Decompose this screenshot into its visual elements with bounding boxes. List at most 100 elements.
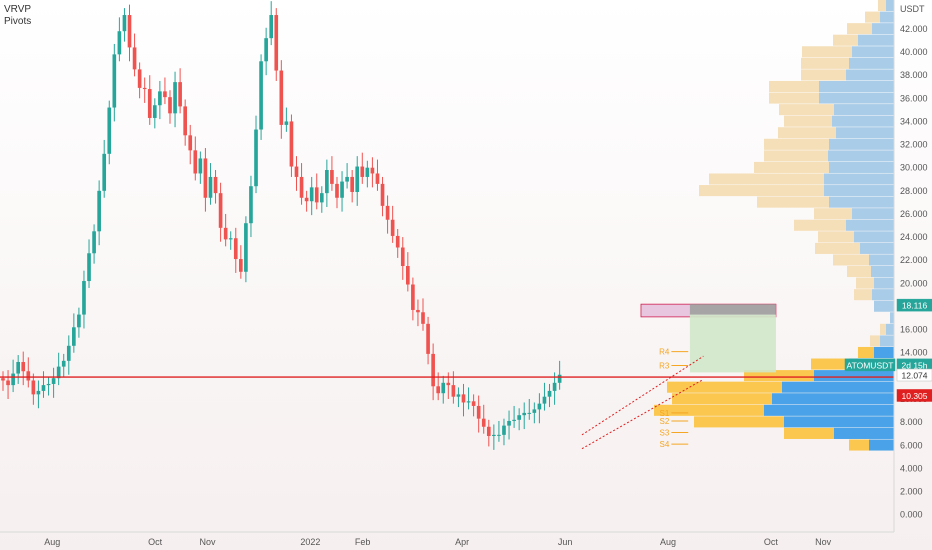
vp-bar-up [880,11,894,23]
vp-bar-down [784,427,834,439]
candle-body [421,312,425,324]
price-tag-bg [844,358,896,372]
candle-body [319,193,324,203]
candle-body [335,183,339,198]
candle-body [330,170,334,184]
candle-body [502,425,506,435]
vp-bar-down [757,196,829,208]
candle-body [400,247,405,266]
candle-body [41,385,46,391]
price-tick-label: 24.000 [900,232,928,242]
vp-bar-down [847,23,872,35]
pivot-label: S4 [660,440,670,449]
vp-bar-up [846,69,894,81]
indicator-pivots[interactable]: Pivots [4,16,32,27]
pivot-label: R3 [659,361,670,370]
price-tick-label: 22.000 [900,255,928,265]
candle-body [77,314,81,328]
candle-body [289,121,294,167]
candle-body [345,176,349,182]
vp-bar-down [709,173,824,185]
candle-body [61,360,66,367]
candle-body [471,401,476,406]
price-tick-label: 26.000 [900,209,928,219]
time-tick-label: Jun [558,537,573,547]
vp-bar-up [834,427,894,439]
candle-body [158,91,162,106]
price-tick-label: 8.000 [900,417,923,427]
candle-body [31,380,36,395]
candle-body [152,105,157,118]
candle-body [537,403,542,410]
price-tick-label: 38.000 [900,70,928,80]
candle-body [168,97,172,114]
candle-body [375,173,380,184]
vp-bar-down [833,34,858,46]
indicator-vrvp[interactable]: VRVP [4,4,32,15]
price-tick-label: 28.000 [900,186,928,196]
time-tick-label: 2022 [300,537,320,547]
vp-bar-up [880,335,894,347]
vp-bar-up [782,381,894,393]
candle-body [92,231,96,254]
vp-bar-up [829,161,894,173]
vp-bar-down [694,416,784,428]
candle-body [411,284,415,310]
candle-body [208,176,213,198]
time-tick-label: Apr [455,537,469,547]
pivot-label: S1 [660,409,670,418]
price-tick-label: 2.000 [900,487,923,497]
candle-body [173,82,177,114]
candle-body [294,166,299,177]
time-tick-label: Aug [44,537,60,547]
pivot-label: S3 [660,429,670,438]
price-tick-label: 42.000 [900,24,928,34]
candle-body [497,434,501,436]
vp-bar-up [886,323,894,335]
candle-body [233,238,238,260]
time-tick-label: Feb [355,537,371,547]
candle-body [21,361,26,372]
candle-body [299,176,304,198]
price-axis-unit: USDT [900,4,925,14]
candle-body [466,401,471,403]
price-tick-label: 6.000 [900,440,923,450]
candle-body [183,106,188,136]
candle-body [228,238,233,240]
candle-body [218,193,223,228]
candle-body [254,129,258,187]
candle-body [82,281,86,315]
candle-body [6,380,10,386]
vp-bar-down [778,127,836,139]
candle-body [380,183,385,206]
vp-bar-down [672,393,772,405]
vp-bar-down [784,115,832,127]
vp-bar-down [870,335,880,347]
time-tick-label: Aug [660,537,676,547]
candle-body [512,419,516,421]
candle-body [451,385,456,397]
channel-upper-line [581,355,704,436]
vp-bar-down [794,219,846,231]
candle-body [223,227,228,240]
candle-body [314,187,319,203]
vp-bar-up [869,439,894,451]
vp-bar-up [874,346,894,359]
vp-bar-down [764,150,828,162]
time-tick-label: Nov [815,537,832,547]
vp-bar-down [802,46,852,58]
candle-body [11,373,15,386]
candle-body [259,61,263,130]
vp-bar-down [779,104,834,116]
vp-bar-up [829,196,894,208]
candle-body [97,190,101,232]
candle-body [325,170,329,194]
price-tag-label: 10.305 [902,391,928,401]
vp-bar-up [849,57,894,69]
vp-bar-up [832,115,894,127]
vp-bar-up [784,416,894,428]
price-tick-label: 0.000 [900,510,923,520]
